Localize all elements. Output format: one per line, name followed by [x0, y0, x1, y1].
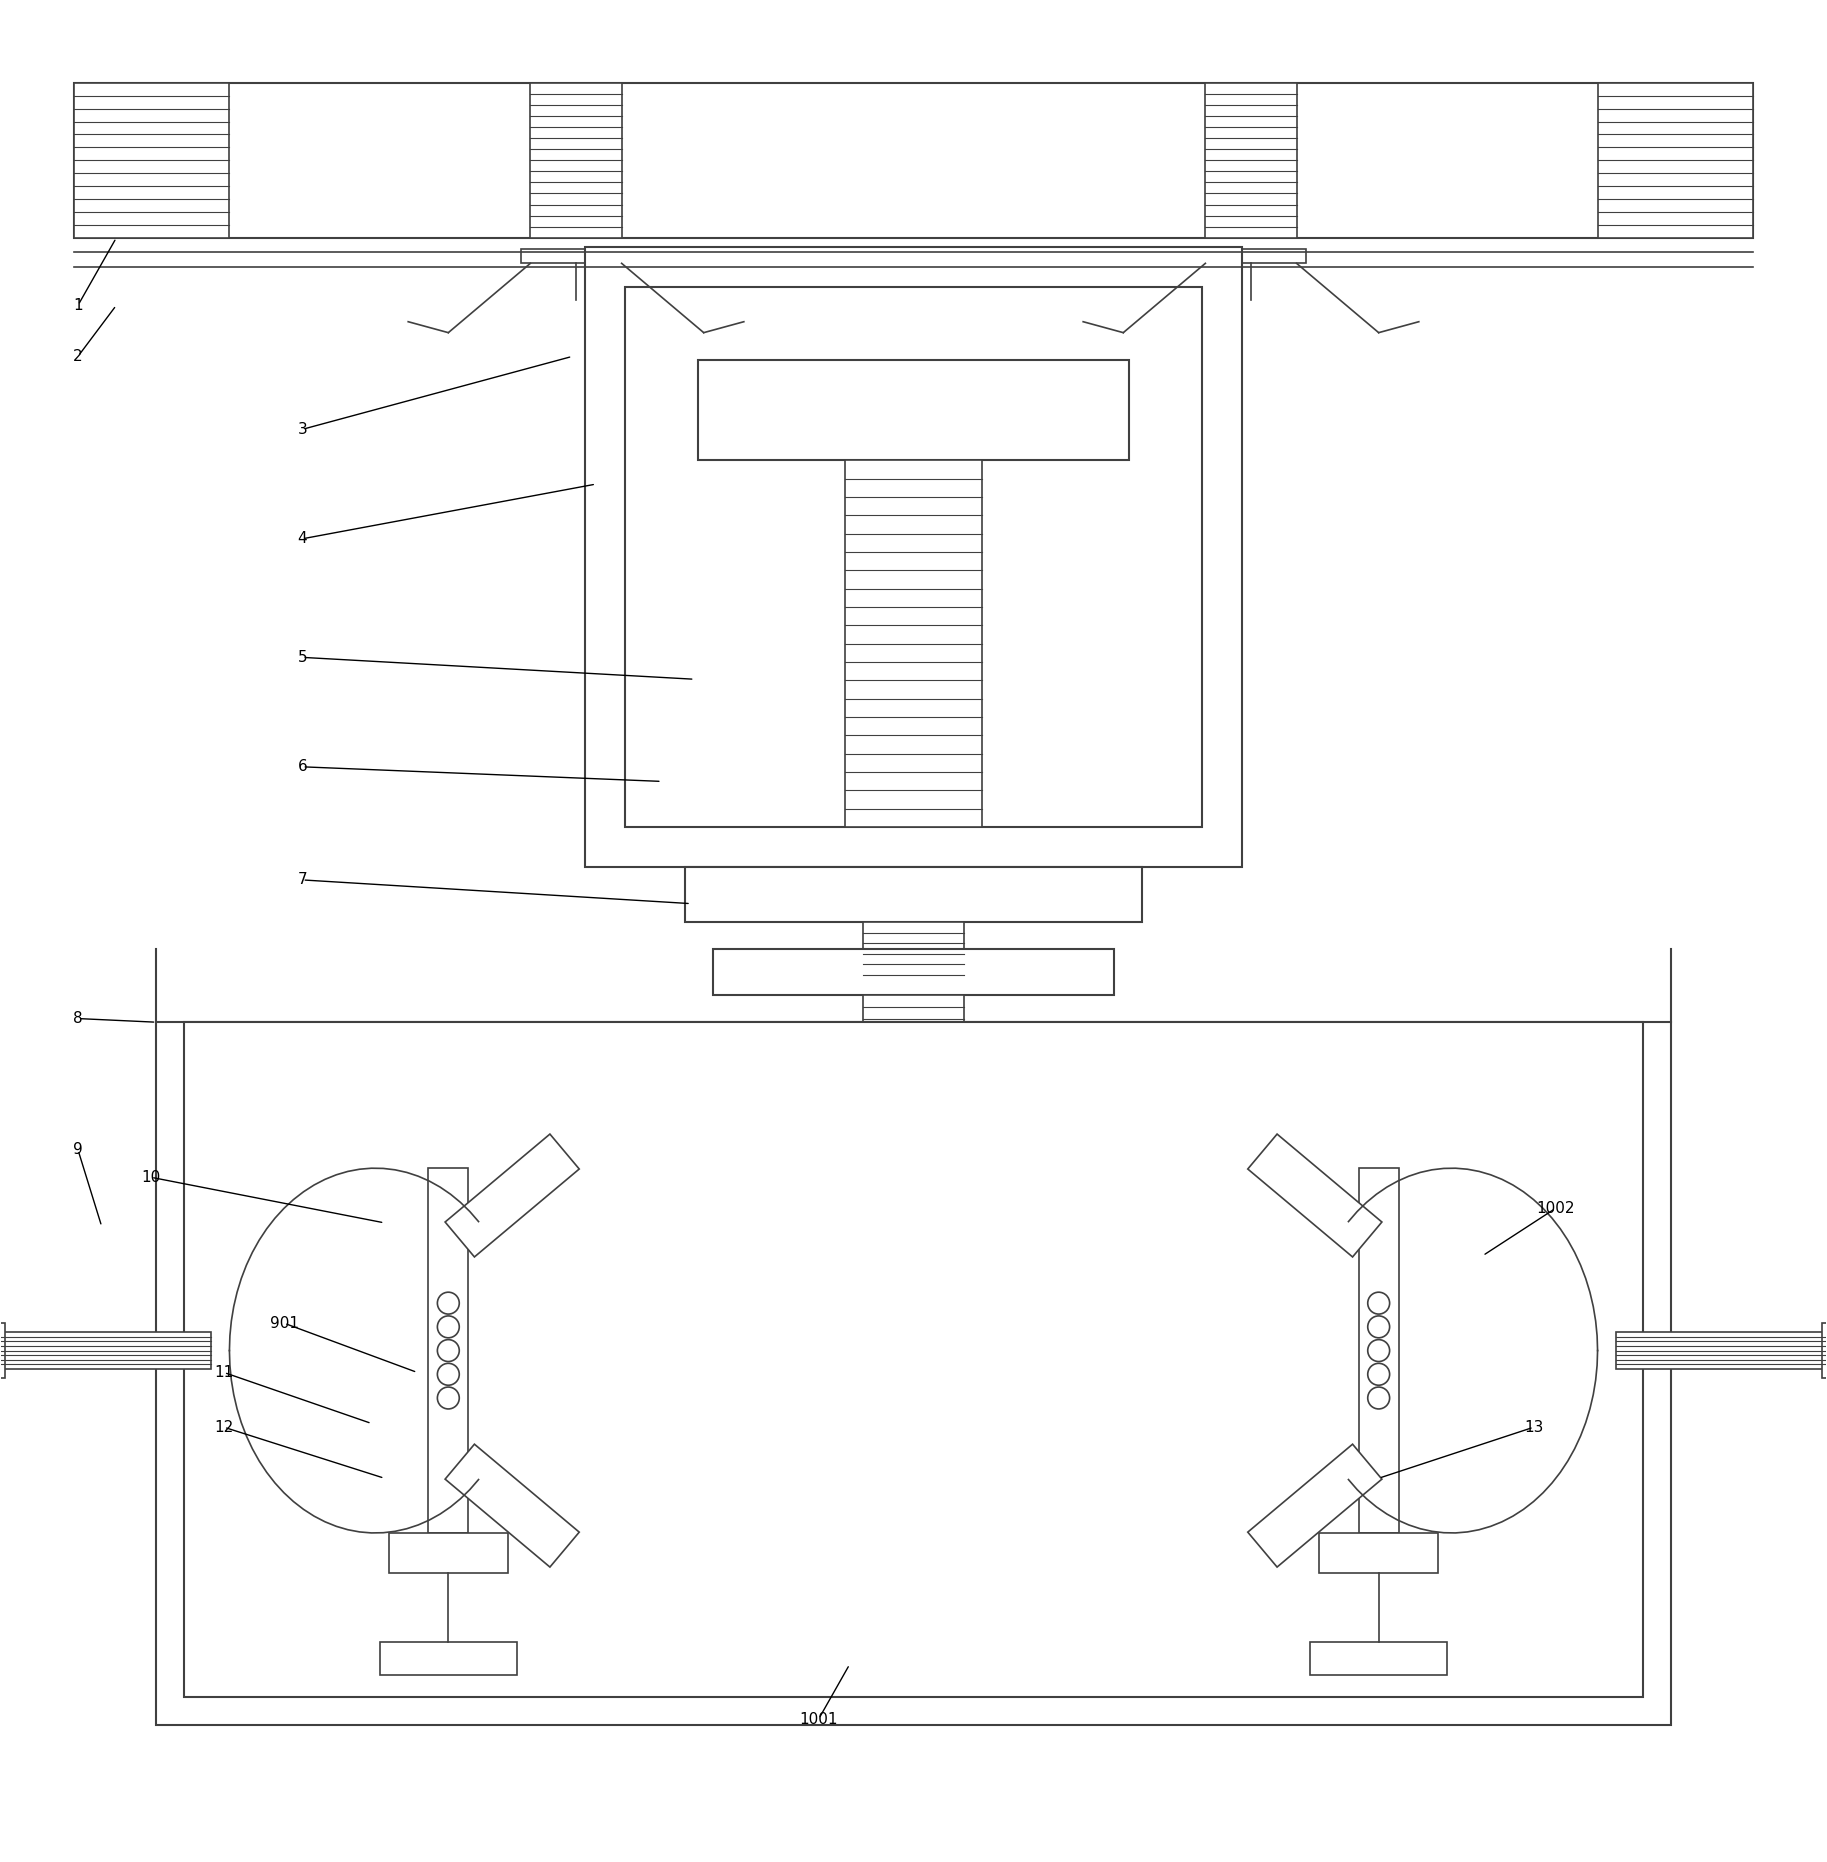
- Circle shape: [1368, 1363, 1390, 1385]
- Text: 1: 1: [73, 298, 82, 313]
- Circle shape: [1368, 1339, 1390, 1361]
- Bar: [846, 460, 981, 827]
- Bar: [185, 1022, 1642, 1696]
- Bar: [1597, 82, 1752, 238]
- Bar: [1615, 1333, 1827, 1369]
- Bar: [428, 1167, 468, 1532]
- Bar: [1310, 1642, 1447, 1676]
- Circle shape: [437, 1387, 459, 1410]
- Bar: [698, 359, 1129, 460]
- Text: 9: 9: [73, 1143, 82, 1158]
- Text: 4: 4: [298, 531, 307, 546]
- Polygon shape: [446, 1134, 579, 1257]
- Bar: [625, 287, 1202, 827]
- Bar: [521, 250, 630, 263]
- Bar: [380, 1642, 517, 1676]
- Text: 6: 6: [298, 760, 307, 775]
- Bar: [1319, 1532, 1438, 1573]
- Text: 8: 8: [73, 1011, 82, 1026]
- Text: 1002: 1002: [1537, 1201, 1575, 1216]
- Text: 10: 10: [141, 1169, 161, 1184]
- Bar: [0, 1333, 212, 1369]
- Bar: [157, 1022, 1670, 1724]
- Bar: [530, 82, 621, 238]
- Circle shape: [437, 1363, 459, 1385]
- Bar: [1822, 1324, 1827, 1378]
- Text: 1001: 1001: [800, 1711, 839, 1726]
- Text: 5: 5: [298, 650, 307, 665]
- Bar: [864, 994, 963, 1032]
- Text: 3: 3: [298, 423, 307, 438]
- Bar: [713, 950, 1114, 994]
- Bar: [685, 868, 1142, 922]
- Polygon shape: [1248, 1134, 1381, 1257]
- Circle shape: [1368, 1292, 1390, 1315]
- Text: 11: 11: [214, 1365, 234, 1380]
- Polygon shape: [446, 1445, 579, 1568]
- Circle shape: [1368, 1387, 1390, 1410]
- Text: 12: 12: [214, 1419, 234, 1436]
- Circle shape: [1368, 1316, 1390, 1337]
- Text: 13: 13: [1524, 1419, 1544, 1436]
- Bar: [75, 82, 230, 238]
- Bar: [389, 1532, 508, 1573]
- Bar: [1359, 1167, 1399, 1532]
- Circle shape: [437, 1316, 459, 1337]
- Bar: [864, 922, 963, 985]
- Bar: [75, 82, 1752, 238]
- Text: 901: 901: [270, 1316, 298, 1331]
- Bar: [0, 1324, 5, 1378]
- Text: 2: 2: [73, 348, 82, 363]
- Polygon shape: [1248, 1445, 1381, 1568]
- Circle shape: [437, 1292, 459, 1315]
- Bar: [1206, 82, 1297, 238]
- Bar: [1197, 250, 1306, 263]
- Bar: [585, 248, 1242, 868]
- Circle shape: [437, 1339, 459, 1361]
- Text: 7: 7: [298, 873, 307, 888]
